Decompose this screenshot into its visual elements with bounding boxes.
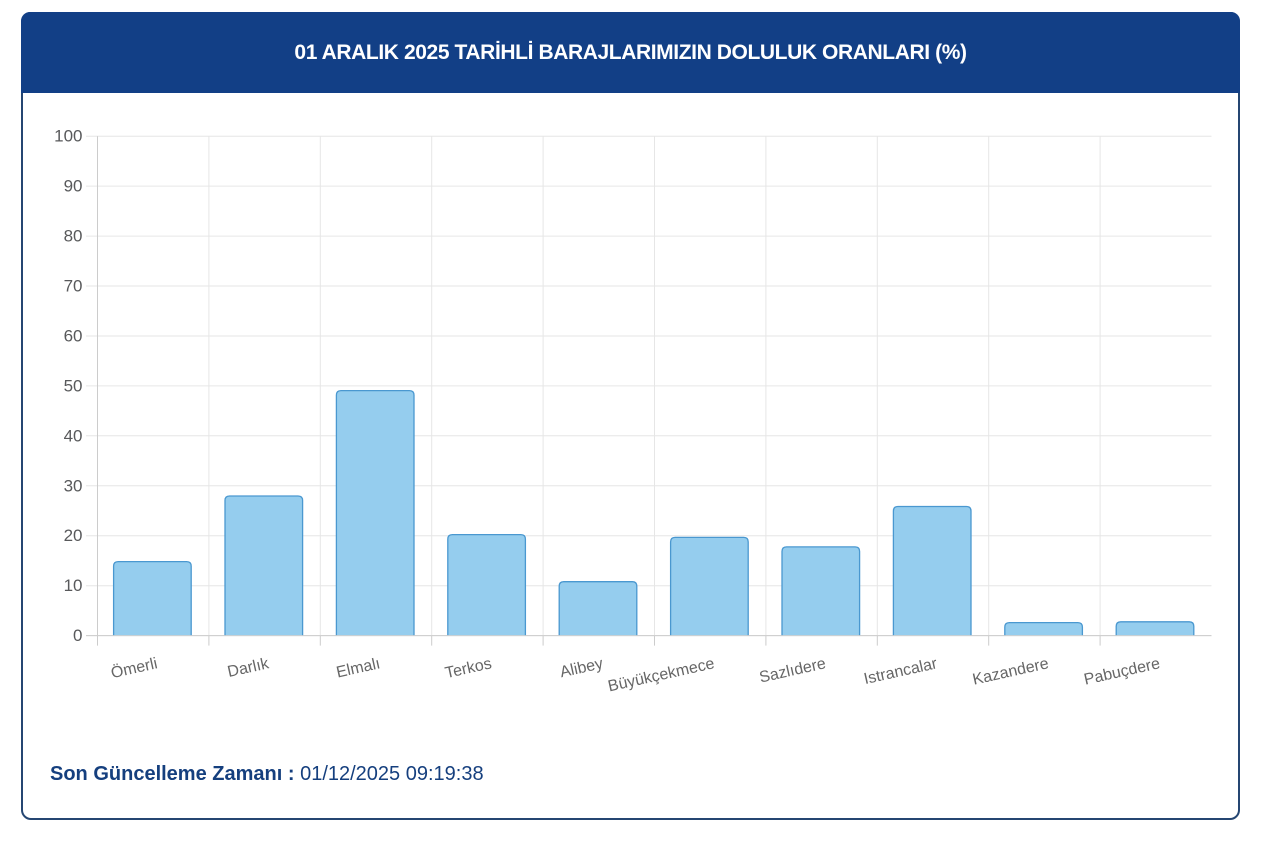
- svg-text:20: 20: [64, 526, 83, 545]
- svg-text:40: 40: [64, 426, 83, 445]
- svg-text:Pabuçdere: Pabuçdere: [1082, 655, 1161, 688]
- svg-text:Kazandere: Kazandere: [971, 655, 1050, 688]
- svg-text:Alibey: Alibey: [558, 655, 604, 681]
- svg-text:60: 60: [64, 327, 83, 346]
- svg-text:80: 80: [64, 227, 83, 246]
- svg-text:Sazlıdere: Sazlıdere: [758, 655, 828, 686]
- svg-text:Darlık: Darlık: [226, 655, 271, 681]
- svg-text:Elmalı: Elmalı: [335, 655, 382, 681]
- svg-text:30: 30: [64, 476, 83, 495]
- svg-text:Istrancalar: Istrancalar: [862, 655, 939, 688]
- svg-text:Ömerli: Ömerli: [109, 654, 159, 682]
- svg-text:90: 90: [64, 177, 83, 196]
- svg-text:50: 50: [64, 376, 83, 395]
- svg-text:100: 100: [54, 127, 82, 146]
- svg-text:Terkos: Terkos: [444, 655, 494, 682]
- svg-text:10: 10: [64, 576, 83, 595]
- svg-text:0: 0: [73, 626, 82, 645]
- svg-text:70: 70: [64, 277, 83, 296]
- svg-text:Büyükçekmece: Büyükçekmece: [606, 655, 716, 695]
